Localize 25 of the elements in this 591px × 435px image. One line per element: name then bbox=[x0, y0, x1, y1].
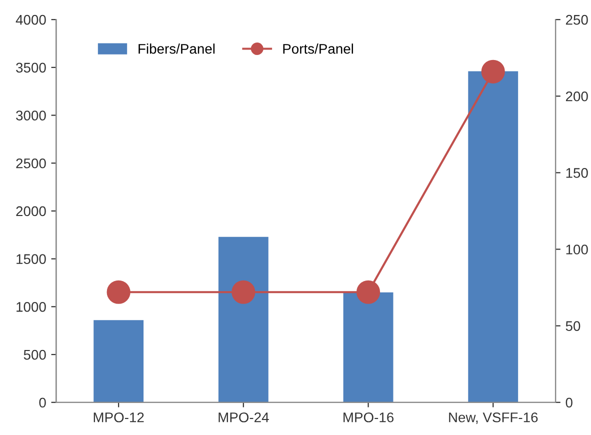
y2-tick-label: 150 bbox=[566, 168, 588, 178]
x-tick-label: MPO-24 bbox=[218, 412, 269, 422]
legend-label: Fibers/Panel bbox=[138, 44, 215, 54]
y-tick-label: 3500 bbox=[16, 62, 46, 73]
bar bbox=[468, 71, 518, 402]
bar bbox=[218, 236, 268, 402]
y-tick-label: 2500 bbox=[16, 158, 46, 168]
bar bbox=[94, 320, 144, 402]
y-tick-label: 1500 bbox=[16, 254, 46, 264]
y2-tick-label: 250 bbox=[566, 14, 588, 25]
y2-tick-label: 100 bbox=[566, 244, 588, 254]
x-tick-label: MPO-12 bbox=[94, 412, 144, 422]
y-tick-label: 500 bbox=[24, 350, 46, 360]
y-tick-label: 0 bbox=[39, 398, 46, 408]
bar bbox=[343, 292, 394, 402]
x-tick-label: New, VSFF-16 bbox=[449, 412, 538, 424]
x-tick-label: MPO-16 bbox=[344, 412, 394, 422]
y-tick-label: 3000 bbox=[16, 110, 46, 120]
y2-tick-label: 200 bbox=[566, 91, 588, 102]
legend-label: Ports/Panel bbox=[283, 44, 353, 54]
y2-tick-label: 50 bbox=[566, 321, 580, 331]
y-tick-label: 4000 bbox=[16, 14, 46, 25]
y-tick-label: 1000 bbox=[16, 302, 46, 312]
y2-tick-label: 0 bbox=[566, 398, 572, 408]
y-tick-label: 2000 bbox=[16, 206, 46, 216]
